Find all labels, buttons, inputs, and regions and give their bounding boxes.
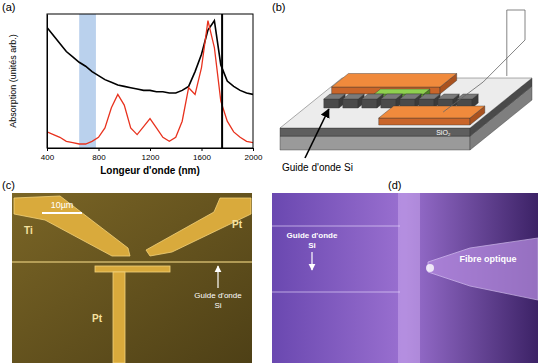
waveguide-segment bbox=[400, 94, 421, 99]
x-tick: 400 bbox=[41, 148, 55, 162]
substrate bbox=[280, 136, 470, 150]
vertical-marker bbox=[221, 14, 223, 148]
callout-label: Fibre optique bbox=[460, 254, 517, 264]
electrode bbox=[332, 87, 440, 94]
panel-c: (c) 10µm Ti Pt Pt Guide d'ondeSi bbox=[2, 179, 252, 363]
chip-edge bbox=[398, 193, 420, 363]
electrode bbox=[113, 272, 125, 363]
layer-label: SiO₂ bbox=[436, 129, 451, 136]
y-axis-title: Absorption (unités arb.) bbox=[8, 34, 18, 128]
y-axis-line bbox=[47, 15, 48, 149]
callout-label: Guide d'onde Si bbox=[282, 162, 353, 173]
waveguide-segment bbox=[362, 99, 377, 108]
waveguide-line bbox=[272, 292, 400, 293]
x-axis-line bbox=[48, 149, 254, 152]
waveguide-segment bbox=[343, 99, 358, 108]
light-spot bbox=[426, 264, 434, 272]
micrograph-background bbox=[12, 193, 252, 363]
x-tick-label: 1200 bbox=[142, 153, 160, 162]
panel-label: (b) bbox=[272, 1, 285, 13]
x-tick-mark bbox=[253, 148, 254, 151]
waveguide bbox=[12, 261, 252, 263]
x-tick-mark bbox=[202, 148, 203, 151]
x-tick: 1200 bbox=[142, 148, 160, 162]
oxide-layer bbox=[280, 128, 470, 136]
waveguide-segment bbox=[343, 94, 364, 99]
photo-background bbox=[272, 193, 538, 363]
electrode bbox=[95, 266, 170, 272]
optical-fiber bbox=[428, 238, 538, 300]
scale-bar-label: 10µm bbox=[51, 200, 74, 210]
waveguide-segment bbox=[438, 94, 459, 99]
wire bbox=[443, 40, 525, 112]
electrode bbox=[332, 74, 457, 88]
plot-area bbox=[47, 14, 253, 148]
x-tick-label: 1600 bbox=[193, 153, 211, 162]
waveguide-segment bbox=[457, 94, 478, 99]
panel-label: (d) bbox=[388, 179, 401, 191]
electrode bbox=[379, 118, 470, 125]
x-tick-mark bbox=[150, 148, 151, 151]
callout-arrow bbox=[311, 252, 312, 270]
electrode bbox=[379, 106, 485, 118]
electrode bbox=[14, 196, 130, 256]
x-tick-label: 2000 bbox=[245, 153, 263, 162]
x-tick: 1600 bbox=[193, 148, 211, 162]
electrode-label: Pt bbox=[92, 313, 103, 324]
x-tick-label: 400 bbox=[41, 153, 55, 162]
x-tick-label: 800 bbox=[92, 153, 106, 162]
panel-label: (c) bbox=[2, 179, 15, 191]
electrode bbox=[146, 198, 251, 256]
waveguide-segment bbox=[381, 94, 402, 99]
callout-label: Guide d'onde bbox=[287, 231, 338, 240]
waveguide-segment bbox=[362, 94, 383, 99]
callout-label: Si bbox=[214, 301, 221, 310]
x-tick: 800 bbox=[92, 148, 106, 162]
electrode-label: Pt bbox=[232, 219, 243, 230]
panel-a: 400 800 1200 1600 2000 Longeur d'onde (nm) Abs… bbox=[2, 1, 263, 176]
figure: 400 800 1200 1600 2000 Longeur d'onde (nm) Abs… bbox=[0, 0, 538, 363]
callout-label: Guide d'onde bbox=[194, 291, 242, 300]
plot-frame bbox=[47, 14, 253, 148]
waveguide-segment bbox=[324, 94, 345, 99]
electrode-label: Ti bbox=[24, 225, 33, 236]
callout-label: Si bbox=[308, 241, 316, 250]
panel-b: (b) SiO₂ Guide d'onde Si bbox=[272, 1, 532, 173]
active-strip bbox=[374, 89, 430, 94]
y-axis bbox=[47, 15, 48, 149]
x-tick: 2000 bbox=[245, 148, 263, 162]
x-axis-title: Longeur d'onde (nm) bbox=[100, 165, 200, 176]
highlight-band bbox=[79, 14, 96, 148]
scale-bar bbox=[42, 212, 82, 214]
x-axis: 400 800 1200 1600 2000 bbox=[41, 148, 263, 162]
panel-d: (d) Guide d'ondeSi Fibre optique bbox=[272, 179, 538, 363]
waveguide-segment bbox=[419, 94, 440, 99]
callout-arrow bbox=[305, 109, 329, 158]
x-tick-mark bbox=[99, 148, 100, 151]
panel-label: (a) bbox=[2, 1, 15, 13]
waveguide-line bbox=[272, 226, 400, 227]
waveguide-segment bbox=[324, 99, 339, 108]
callout-arrow bbox=[217, 266, 218, 288]
